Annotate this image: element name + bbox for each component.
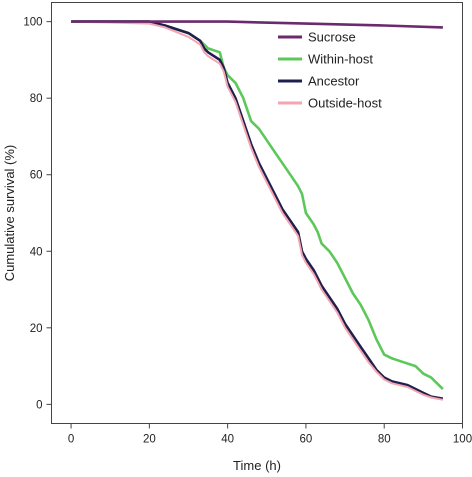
series-line-sucrose	[71, 20, 443, 29]
y-tick-label: 100	[23, 17, 42, 29]
y-tick-label: 40	[30, 246, 43, 258]
plot-frame	[51, 2, 463, 424]
x-tick-label: 60	[300, 434, 313, 446]
y-axis: 0 20 40 60 80 100	[23, 17, 52, 411]
x-tick-label: 80	[378, 434, 391, 446]
legend-label-within-host: Within-host	[308, 52, 373, 67]
y-tick-label: 80	[30, 93, 43, 105]
y-axis-title: Cumulative survival (%)	[2, 145, 17, 282]
x-axis: 0 20 40 60 80 100	[68, 423, 472, 446]
series-lines	[71, 20, 444, 401]
y-tick-label: 0	[36, 399, 42, 411]
series-line-ancestor	[71, 20, 444, 400]
y-tick-label: 60	[30, 170, 43, 182]
legend-label-sucrose: Sucrose	[308, 30, 356, 45]
legend: Sucrose Within-host Ancestor Outside-host	[278, 30, 382, 111]
x-tick-label: 100	[453, 434, 472, 446]
series-line-within-host	[71, 20, 444, 391]
x-tick-label: 40	[221, 434, 234, 446]
legend-label-outside-host: Outside-host	[308, 96, 382, 111]
legend-label-ancestor: Ancestor	[308, 74, 360, 89]
y-tick-label: 20	[30, 323, 43, 335]
series-line-outside-host	[71, 20, 444, 401]
x-axis-title: Time (h)	[233, 458, 281, 473]
x-tick-label: 0	[68, 434, 74, 446]
x-tick-label: 20	[143, 434, 156, 446]
